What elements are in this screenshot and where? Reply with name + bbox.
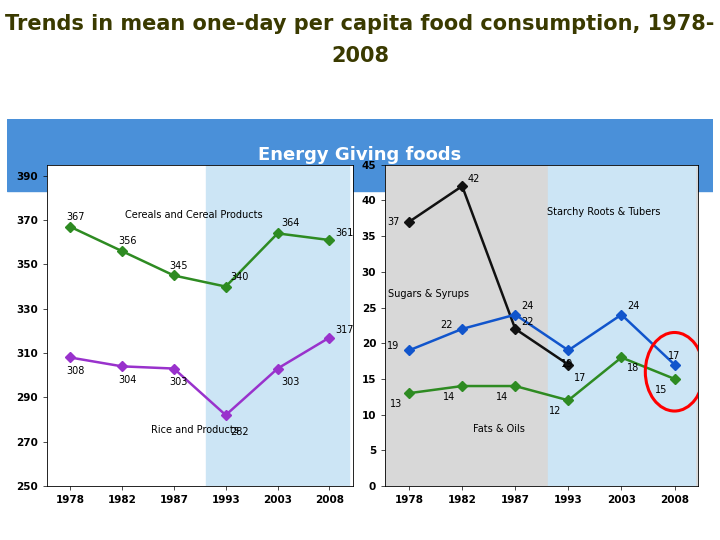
Text: 317: 317 <box>335 326 354 335</box>
Text: Fats & Oils: Fats & Oils <box>473 424 525 435</box>
Text: 364: 364 <box>282 219 300 228</box>
Text: 17: 17 <box>574 373 586 383</box>
Text: Energy Giving foods: Energy Giving foods <box>258 146 462 164</box>
Text: 12: 12 <box>549 406 562 416</box>
Text: 15: 15 <box>655 385 667 395</box>
Text: 24: 24 <box>521 301 534 311</box>
Text: 13: 13 <box>390 399 402 409</box>
Text: 303: 303 <box>282 377 300 387</box>
Bar <box>206 165 349 486</box>
Text: 37: 37 <box>387 217 400 227</box>
Text: 42: 42 <box>468 174 480 184</box>
Text: 24: 24 <box>627 301 639 311</box>
Text: 282: 282 <box>230 427 248 436</box>
Text: 19: 19 <box>387 341 399 351</box>
Text: 22: 22 <box>521 317 534 327</box>
Text: Rice and Products: Rice and Products <box>150 425 238 435</box>
Text: 304: 304 <box>118 375 136 385</box>
Text: Cereals and Cereal Products: Cereals and Cereal Products <box>125 210 262 220</box>
Text: 18: 18 <box>627 363 639 373</box>
Text: 308: 308 <box>66 366 84 376</box>
Text: 14: 14 <box>443 392 455 402</box>
Text: 340: 340 <box>230 272 248 282</box>
Text: Starchy Roots & Tubers: Starchy Roots & Tubers <box>547 207 660 217</box>
Text: 356: 356 <box>118 236 136 246</box>
FancyBboxPatch shape <box>7 119 713 191</box>
Bar <box>548 165 695 486</box>
Text: Sugars & Syrups: Sugars & Syrups <box>388 289 469 299</box>
Text: 19: 19 <box>562 359 574 369</box>
Text: 367: 367 <box>66 212 84 222</box>
Text: 22: 22 <box>440 320 452 329</box>
Text: 2008: 2008 <box>331 46 389 66</box>
Text: 17: 17 <box>667 351 680 361</box>
Text: 361: 361 <box>335 228 354 238</box>
Text: Trends in mean one-day per capita food consumption, 1978-: Trends in mean one-day per capita food c… <box>5 14 715 33</box>
Text: 14: 14 <box>496 392 508 402</box>
Text: 303: 303 <box>170 377 188 387</box>
Text: 345: 345 <box>170 260 188 271</box>
